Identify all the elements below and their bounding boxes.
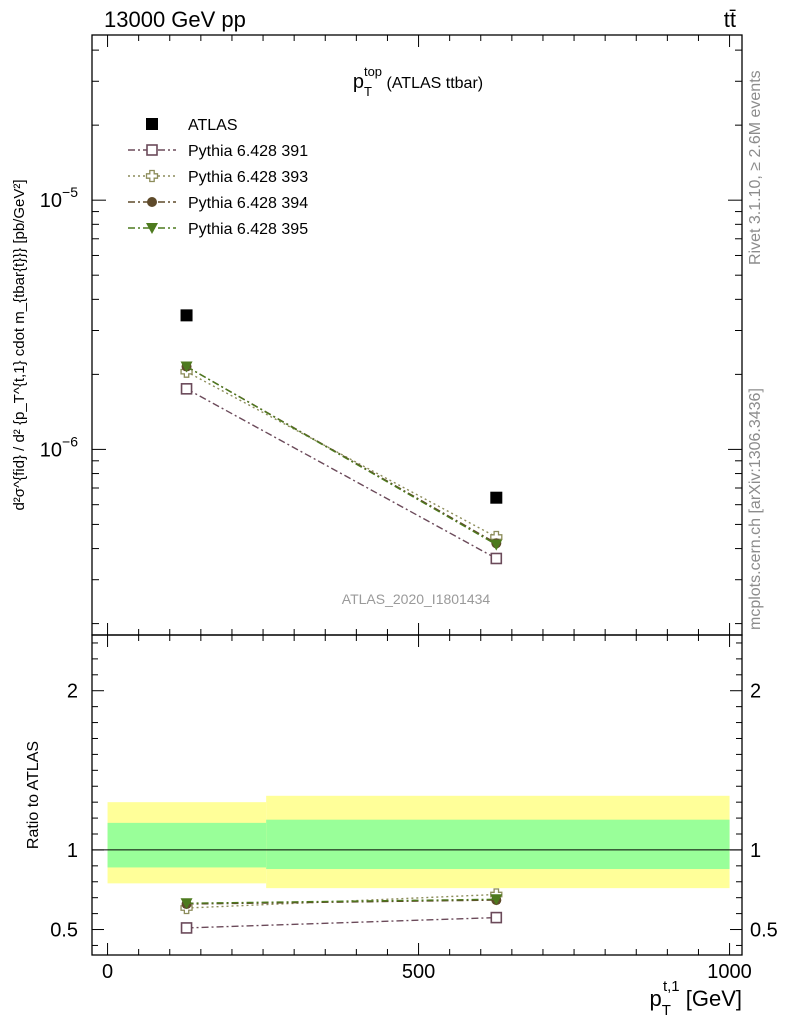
x-axis-label-sup: t,1 [663, 978, 680, 995]
x-axis-label: pTt,1 [GeV] [650, 978, 742, 1019]
ratio-series-line-0 [186, 916, 497, 929]
legend-marker-4 [146, 223, 158, 234]
legend-label-0: ATLAS [188, 117, 238, 134]
ytick-base: 10 [40, 190, 62, 212]
ratio-point-0-1 [490, 911, 503, 924]
legend-label-3: Pythia 6.428 394 [188, 195, 308, 212]
ytick-exponent: −5 [62, 184, 78, 200]
x-tick-label-500: 500 [402, 961, 435, 983]
main-axes: 10−510−6 [40, 34, 743, 636]
ratio-series-line-3 [186, 898, 497, 904]
main-point-4-1 [490, 539, 503, 551]
main-point-0-1 [490, 491, 503, 504]
header-right: tt̄ [724, 7, 736, 32]
main-point-1-1 [490, 552, 503, 565]
ratio-panel: 0.5 0.5 1 1 2 2 0 500 1000 Ratio to ATLAS pTt,1 … [25, 634, 778, 1019]
ytick-base: 10 [40, 439, 62, 461]
plot-title-sub: T [364, 84, 372, 99]
main-point-0-0 [180, 309, 193, 322]
ratio-axes: 0.5 0.5 1 1 2 2 0 500 1000 [50, 634, 778, 983]
legend-label-4: Pythia 6.428 395 [188, 221, 308, 238]
ratio-series-line-2 [186, 899, 497, 905]
main-y-axis-label: d²σ^{fid} / d² {p_T^{t,1} cdot m_{tbar{t… [11, 179, 28, 510]
legend: ATLAS Pythia 6.428 391 Pythia 6.428 393 Pyt… [128, 117, 308, 238]
plot-title: pTtop (ATLAS ttbar) [353, 64, 483, 99]
header-left: 13000 GeV pp [104, 7, 246, 32]
main-ytick-label-0: 10−5 [40, 184, 78, 212]
plot-title-main: p [353, 71, 364, 93]
main-series [180, 309, 503, 565]
ratio-ytick-label-left-1: 1 [67, 840, 78, 862]
mcplots-label: mcplots.cern.ch [arXiv:1306.3436] [747, 388, 764, 630]
main-series-line-4 [186, 365, 497, 546]
legend-marker-3 [147, 197, 157, 207]
legend-marker-1 [146, 144, 158, 156]
watermark: ATLAS_2020_I1801434 [342, 591, 491, 607]
x-tick-label-0: 0 [102, 961, 113, 983]
ratio-series [180, 888, 503, 934]
ratio-ytick-label-left-0.5: 0.5 [50, 920, 78, 942]
rivet-label: Rivet 3.1.10, ≥ 2.6M events [747, 70, 764, 265]
ratio-band-green-1 [266, 819, 730, 870]
main-point-1-0 [180, 383, 193, 395]
legend-marker-2 [145, 169, 159, 183]
main-panel: 10−510−6 pTtop (ATLAS ttbar) d²σ^{fid} /… [11, 34, 743, 636]
main-ytick-label-1: 10−6 [40, 433, 78, 461]
ratio-ytick-label-right-2: 2 [750, 681, 761, 703]
legend-label-1: Pythia 6.428 391 [188, 143, 308, 160]
main-point-4-0 [180, 361, 193, 373]
ratio-band-green-0 [107, 822, 267, 868]
ratio-point-3-1 [490, 894, 503, 906]
legend-marker-0 [146, 118, 158, 130]
legend-label-2: Pythia 6.428 393 [188, 169, 308, 186]
ratio-point-0-0 [180, 922, 193, 934]
main-series-line-1 [186, 388, 497, 560]
ytick-exponent: −6 [62, 433, 78, 449]
x-tick-label-1000: 1000 [707, 961, 752, 983]
ratio-y-axis-label: Ratio to ATLAS [25, 741, 42, 849]
ratio-point-3-0 [180, 898, 193, 910]
plot-title-sup: top [364, 64, 382, 79]
ratio-ytick-label-left-2: 2 [67, 681, 78, 703]
ratio-frame [91, 634, 743, 956]
x-axis-label-main: p [650, 986, 662, 1011]
plot-title-rest: (ATLAS ttbar) [382, 75, 483, 92]
ratio-ytick-label-right-1: 1 [750, 840, 761, 862]
ratio-bands [107, 795, 730, 889]
main-series-line-2 [186, 371, 497, 538]
ratio-ytick-label-right-0.5: 0.5 [750, 920, 778, 942]
x-axis-label-rest: [GeV] [680, 986, 742, 1011]
x-axis-label-sub: T [662, 1002, 671, 1019]
